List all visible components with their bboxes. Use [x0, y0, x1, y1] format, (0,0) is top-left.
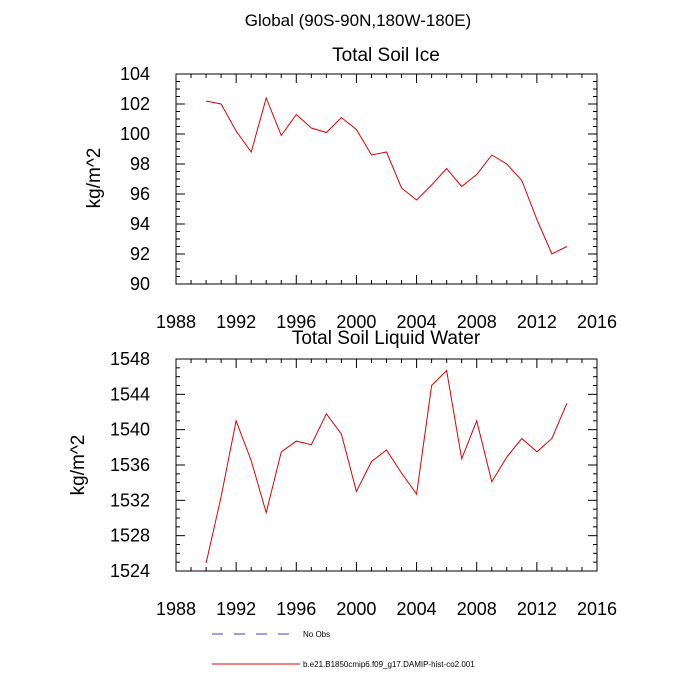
y-tick-label: 98	[130, 154, 150, 174]
x-tick-label: 1996	[276, 312, 316, 332]
x-tick-label: 1992	[216, 599, 256, 619]
y-tick-label: 96	[130, 184, 150, 204]
plot-frame	[175, 358, 598, 572]
figure-title: Global (90S-90N,180W-180E)	[245, 11, 471, 30]
y-axis-label-soil-liquid-water: kg/m^2	[68, 435, 89, 496]
x-tick-label: 2008	[457, 312, 497, 332]
y-tick-label: 94	[130, 214, 150, 234]
y-tick-label: 1528	[110, 526, 150, 546]
x-tick-label: 1996	[276, 599, 316, 619]
y-tick-label: 1540	[110, 420, 150, 440]
y-tick-label: 1548	[110, 349, 150, 369]
series-line	[205, 369, 568, 564]
x-tick-label: 2000	[336, 312, 376, 332]
x-tick-label: 1988	[156, 599, 196, 619]
x-tick-label: 2004	[397, 599, 437, 619]
x-tick-label: 2008	[457, 599, 497, 619]
legend-label-model-run: b.e21.B1850cmip6.f09_g17.DAMIP-hist-co2.…	[303, 660, 475, 669]
y-tick-label: 1532	[110, 490, 150, 510]
x-tick-label: 2012	[517, 599, 557, 619]
panel-soil-ice: Total Soil Ice kg/m^2 1988 1992 1996 2000 20…	[84, 45, 617, 332]
x-tick-label: 2004	[397, 312, 437, 332]
plot-frame	[175, 73, 598, 285]
x-tick-label: 1988	[156, 312, 196, 332]
chart-title-soil-liquid-water: Total Soil Liquid Water	[292, 328, 481, 349]
x-tick-label: 2000	[336, 599, 376, 619]
y-tick-label: 102	[120, 94, 150, 114]
legend-label-no-obs: No Obs	[303, 630, 330, 639]
legend: No Obs b.e21.B1850cmip6.f09_g17.DAMIP-hi…	[212, 630, 475, 669]
y-tick-label: 92	[130, 244, 150, 264]
series-line	[206, 96, 568, 255]
panel-soil-liquid-water: Total Soil Liquid Water kg/m^2 1988 1992 1…	[68, 328, 617, 619]
y-tick-label: 104	[120, 64, 150, 84]
x-tick-label: 2016	[577, 599, 617, 619]
y-tick-label: 1544	[110, 384, 150, 404]
y-tick-label: 100	[120, 124, 150, 144]
x-tick-label: 1992	[216, 312, 256, 332]
x-tick-label: 2012	[517, 312, 557, 332]
y-axis-label-soil-ice: kg/m^2	[84, 148, 105, 209]
y-tick-label: 90	[130, 274, 150, 294]
y-tick-label: 1524	[110, 561, 150, 581]
y-tick-label: 1536	[110, 455, 150, 475]
chart-title-soil-ice: Total Soil Ice	[332, 45, 440, 66]
x-tick-label: 2016	[577, 312, 617, 332]
